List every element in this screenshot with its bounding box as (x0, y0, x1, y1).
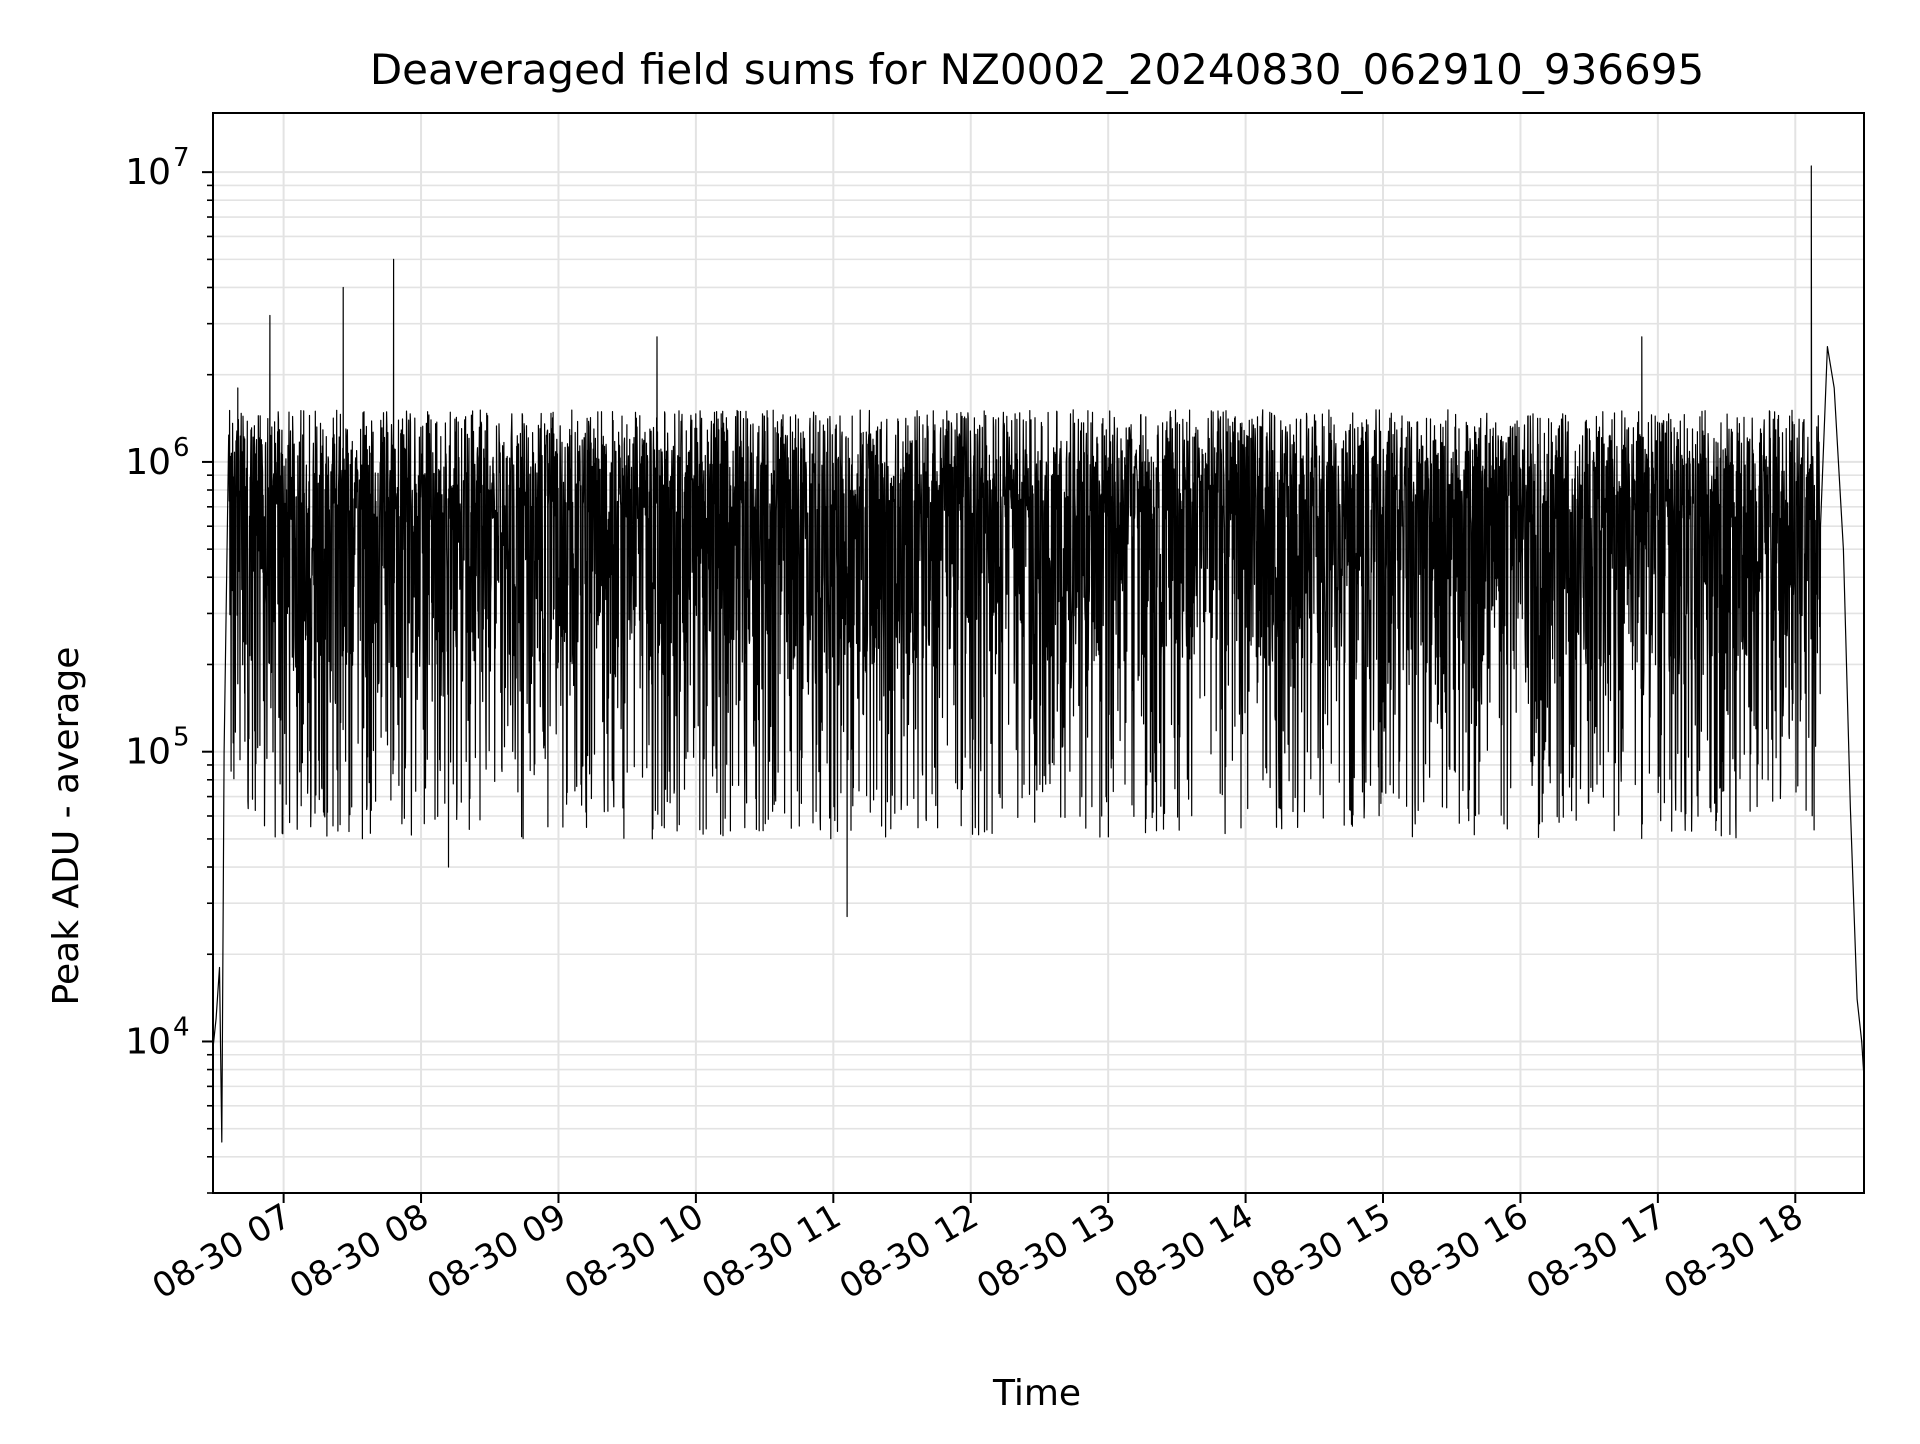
y-tick-label: 10 (125, 442, 171, 483)
chart-title: Deaveraged field sums for NZ0002_2024083… (370, 45, 1704, 94)
x-axis-label: Time (992, 1373, 1081, 1414)
series-layer (212, 165, 1865, 1143)
y-tick-label: 10 (125, 152, 171, 193)
y-tick-exponent: 7 (173, 143, 190, 173)
y-tick-exponent: 6 (173, 433, 190, 463)
y-tick-exponent: 5 (173, 723, 190, 753)
series-line (212, 165, 1865, 1143)
y-tick-label: 10 (125, 732, 171, 773)
y-tick-exponent: 4 (173, 1012, 190, 1042)
y-tick-label: 10 (125, 1021, 171, 1062)
y-axis-label: Peak ADU - average (46, 647, 87, 1006)
plot-frame (212, 112, 1865, 1194)
